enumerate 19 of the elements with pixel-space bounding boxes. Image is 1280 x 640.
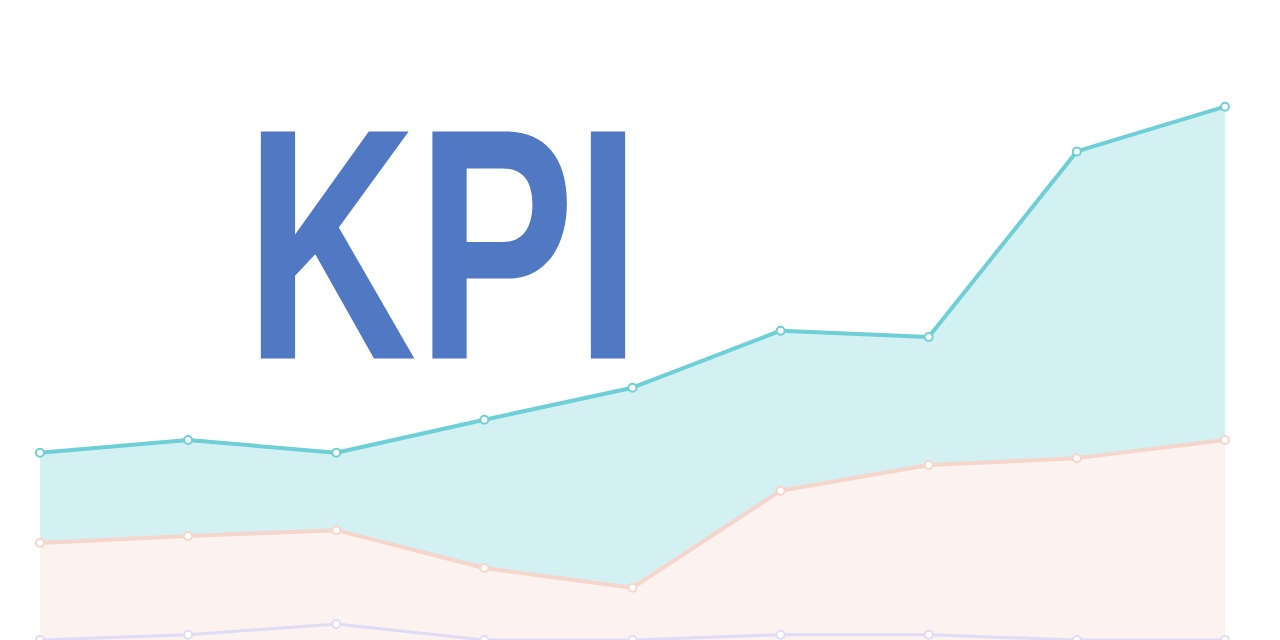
point — [183, 531, 194, 541]
point — [331, 525, 342, 536]
point — [923, 332, 934, 343]
point — [1219, 101, 1230, 112]
chart-title: KPI — [260, 131, 626, 359]
point — [331, 447, 342, 458]
point — [627, 382, 638, 393]
point — [479, 563, 490, 573]
point — [923, 460, 934, 471]
point — [183, 435, 194, 445]
point — [627, 582, 638, 593]
point — [35, 447, 45, 458]
point — [1071, 146, 1082, 157]
point — [479, 414, 490, 425]
point — [1219, 435, 1230, 445]
point — [35, 537, 45, 548]
point — [1071, 453, 1082, 464]
point — [775, 325, 786, 336]
point — [775, 485, 786, 496]
